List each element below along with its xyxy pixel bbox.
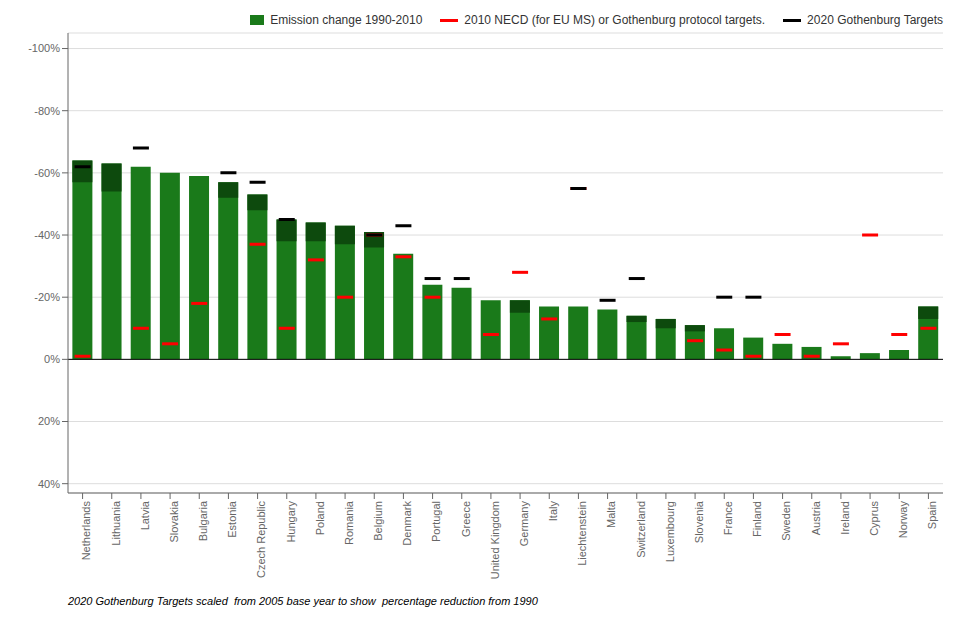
svg-text:Liechtenstein: Liechtenstein — [576, 501, 588, 566]
svg-text:Portugal: Portugal — [430, 501, 442, 542]
svg-text:Bulgaria: Bulgaria — [197, 500, 209, 541]
svg-text:Switzerland: Switzerland — [635, 501, 647, 558]
svg-text:Belgium: Belgium — [372, 501, 384, 541]
svg-text:Spain: Spain — [926, 501, 938, 529]
svg-text:Czech Republic: Czech Republic — [255, 501, 267, 579]
svg-text:-100%: -100% — [28, 42, 60, 54]
html-text:2020 Gothenburg Targets scaled: 2020 Gothenburg Targets scaled from 2005… — [68, 595, 538, 607]
html-text:2010 NECD (for EU MS) or Gothe: 2010 NECD (for EU MS) or Gothenburg prot… — [464, 13, 766, 27]
svg-text:Slovakia: Slovakia — [168, 500, 180, 542]
svg-text:Latvia: Latvia — [139, 500, 151, 530]
svg-text:Denmark: Denmark — [401, 501, 413, 546]
svg-text:Romania: Romania — [343, 500, 355, 545]
svg-text:Norway: Norway — [897, 501, 909, 539]
svg-text:Estonia: Estonia — [226, 500, 238, 538]
svg-text:-60%: -60% — [34, 167, 60, 179]
svg-text:Hungary: Hungary — [285, 501, 297, 543]
svg-text:Slovenia: Slovenia — [693, 500, 705, 543]
svg-text:-20%: -20% — [34, 291, 60, 303]
svg-text:Germany: Germany — [518, 501, 530, 547]
svg-text:France: France — [722, 501, 734, 535]
svg-text:Malta: Malta — [605, 500, 617, 528]
svg-text:Netherlands: Netherlands — [80, 501, 92, 561]
svg-text:Sweden: Sweden — [780, 501, 792, 541]
svg-text:Austria: Austria — [810, 500, 822, 535]
svg-text:0%: 0% — [44, 353, 60, 365]
svg-text:Italy: Italy — [547, 501, 559, 522]
svg-text:Finland: Finland — [751, 501, 763, 537]
svg-text:-80%: -80% — [34, 105, 60, 117]
svg-text:United Kingdom: United Kingdom — [489, 501, 501, 579]
svg-text:Greece: Greece — [460, 501, 472, 537]
svg-text:Poland: Poland — [314, 501, 326, 535]
svg-text:Lithuania: Lithuania — [110, 500, 122, 546]
html-text:2020 Gothenburg Targets: 2020 Gothenburg Targets — [807, 13, 943, 27]
svg-text:Cyprus: Cyprus — [868, 501, 880, 536]
html-text:Emission change 1990-2010: Emission change 1990-2010 — [270, 13, 423, 27]
svg-text:-40%: -40% — [34, 229, 60, 241]
svg-text:Luxembourg: Luxembourg — [664, 501, 676, 562]
svg-text:40%: 40% — [38, 478, 60, 490]
svg-text:Ireland: Ireland — [839, 501, 851, 535]
svg-text:20%: 20% — [38, 415, 60, 427]
